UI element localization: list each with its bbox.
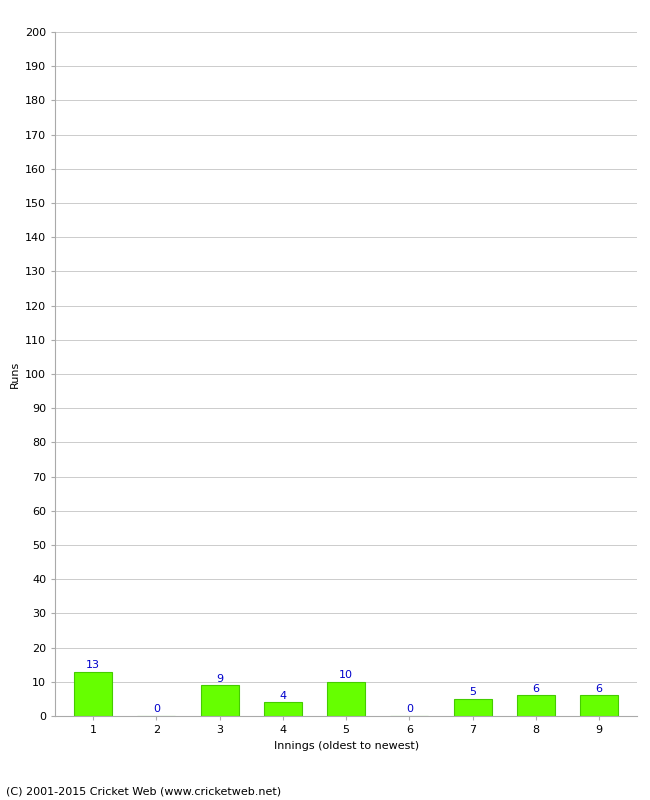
Text: 5: 5 <box>469 687 476 697</box>
Bar <box>327 682 365 716</box>
Bar <box>74 671 112 716</box>
X-axis label: Innings (oldest to newest): Innings (oldest to newest) <box>274 741 419 750</box>
Bar <box>264 702 302 716</box>
Text: 13: 13 <box>86 660 100 670</box>
Text: (C) 2001-2015 Cricket Web (www.cricketweb.net): (C) 2001-2015 Cricket Web (www.cricketwe… <box>6 786 281 796</box>
Text: 4: 4 <box>280 690 287 701</box>
Y-axis label: Runs: Runs <box>10 360 20 388</box>
Bar <box>201 686 239 716</box>
Text: 0: 0 <box>406 704 413 714</box>
Bar <box>454 699 491 716</box>
Text: 6: 6 <box>532 684 540 694</box>
Text: 10: 10 <box>339 670 353 680</box>
Bar <box>580 695 618 716</box>
Bar <box>517 695 555 716</box>
Text: 6: 6 <box>595 684 603 694</box>
Text: 9: 9 <box>216 674 223 683</box>
Text: 0: 0 <box>153 704 160 714</box>
